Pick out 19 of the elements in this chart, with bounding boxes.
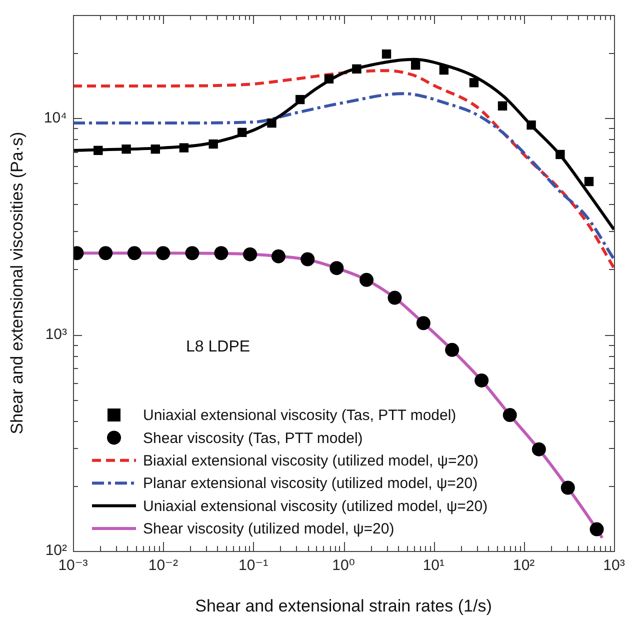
annotation: L8 LDPE — [186, 338, 250, 356]
x-tick-label: 10³ — [603, 557, 625, 574]
legend-label: Biaxial extensional viscosity (utilized model, ψ=20) — [143, 452, 478, 470]
x-tick-label: 10² — [512, 557, 535, 574]
x-tick-label: 10⁰ — [332, 557, 355, 574]
y-tick-label: 10³ — [45, 326, 67, 343]
x-axis-title: Shear and extensional strain rates (1/s) — [195, 596, 492, 616]
x-tick-label: 10¹ — [422, 557, 445, 574]
y-axis-title: Shear and extensional viscosities (Pa·s) — [8, 132, 27, 434]
y-tick-label: 10² — [45, 542, 67, 560]
legend-label: Shear viscosity (Tas, PTT model) — [143, 430, 363, 447]
legend-label: Uniaxial extensional viscosity (utilized model, ψ=20) — [143, 498, 488, 515]
legend-label: Shear viscosity (utilized model, ψ=20) — [143, 520, 394, 538]
legend-label: Uniaxial extensional viscosity (Tas, PTT model) — [143, 407, 456, 424]
x-tick-label: 10⁻³ — [58, 557, 88, 574]
y-tick-label: 10⁴ — [44, 109, 67, 126]
legend-label: Planar extensional viscosity (utilized model, ψ=20) — [143, 475, 478, 492]
x-tick-label: 10⁻¹ — [238, 557, 268, 574]
x-tick-label: 10⁻² — [148, 557, 178, 574]
